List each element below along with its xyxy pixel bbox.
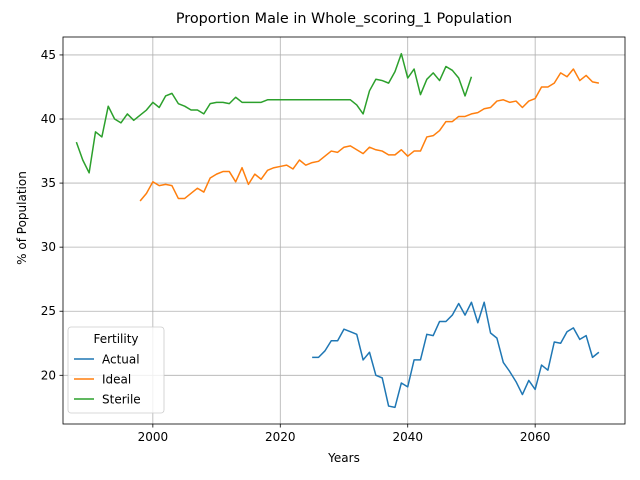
series-line-sterile [75, 52, 473, 174]
plot-frame [62, 36, 626, 425]
y-tick-label: 30 [41, 240, 56, 254]
y-axis-label: % of Population [15, 171, 29, 265]
x-tick-label: 2020 [265, 430, 296, 444]
legend-label-ideal: Ideal [102, 373, 131, 387]
legend-label-actual: Actual [102, 353, 140, 367]
series-line-ideal [139, 68, 600, 202]
x-tick-label: 2060 [520, 430, 551, 444]
axis-ticks: 2000 2020 2040 2060 20 25 30 35 40 45 [41, 48, 551, 444]
y-tick-label: 25 [41, 304, 56, 318]
x-tick-label: 2040 [392, 430, 423, 444]
x-axis-label: Years [327, 451, 360, 465]
y-tick-label: 45 [41, 48, 56, 62]
x-tick-label: 2000 [138, 430, 169, 444]
y-tick-label: 20 [41, 368, 56, 382]
y-tick-label: 40 [41, 112, 56, 126]
series-layer [75, 52, 600, 409]
legend-title: Fertility [93, 332, 138, 346]
legend-label-sterile: Sterile [102, 393, 141, 407]
legend-items: Actual Ideal Sterile [74, 353, 141, 407]
legend: Fertility Actual Ideal Sterile [67, 326, 165, 414]
legend-box [67, 326, 165, 414]
y-tick-label: 35 [41, 176, 56, 190]
series-line-actual [312, 301, 600, 409]
gridlines [63, 37, 625, 424]
chart-title: Proportion Male in Whole_scoring_1 Popul… [176, 11, 512, 27]
